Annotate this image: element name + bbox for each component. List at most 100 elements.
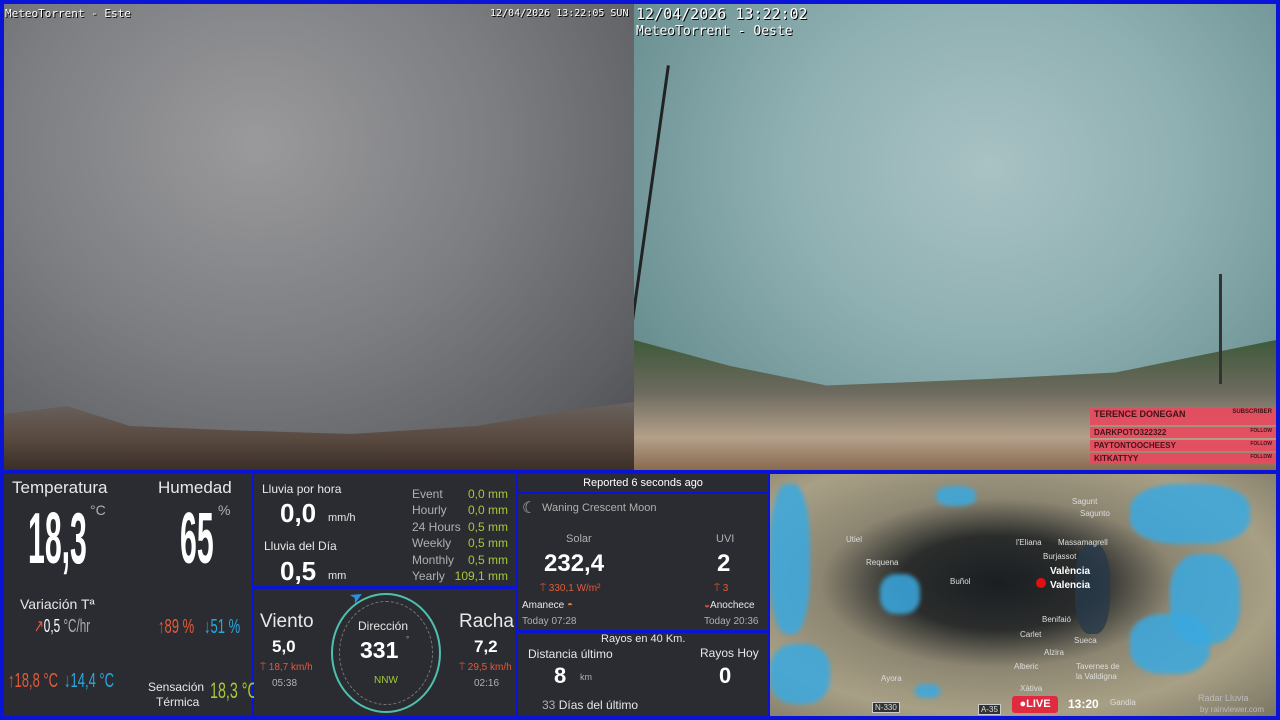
map-town-label: Massamagrell [1058,538,1108,547]
max-icon: ⍑ [459,662,465,673]
rain-stat-row: Hourly 0,0 mm [412,503,508,517]
map-town-label: Gandia [1110,698,1136,707]
lightning-title: Rayos en 40 Km. [601,633,686,645]
chat-username: PAYTONTOOCHEESY [1094,441,1176,450]
east-camera-timestamp: 12/04/2026 13:22:05 SUN [490,8,629,19]
direction-value: 331 [360,637,399,663]
weather-station-mast [1219,274,1222,384]
chat-entry: KITKATTYY FOLLOW [1090,453,1276,464]
radar-time: 13:20 [1068,697,1099,711]
rain-hour-unit: mm/h [328,512,356,524]
west-camera-feed [634,4,1276,470]
max-icon: ⍑ [714,583,720,594]
rain-cell [1130,484,1250,544]
lightning-distance-unit: km [580,672,592,682]
max-icon: ⍑ [260,662,266,673]
rain-panel: Lluvia por hora 0,0 mm/h Lluvia del Día … [254,474,516,586]
rain-day-unit: mm [328,570,347,582]
moon-phase: Waning Crescent Moon [542,502,657,514]
rain-hour-label: Lluvia por hora [262,482,342,496]
humidity-unit: % [218,502,231,518]
lightning-distance-label: Distancia último [528,647,613,661]
rain-hour-value: 0,0 [280,498,317,528]
rain-radar-map[interactable]: Sagunt Sagunto Utiel Requena l'Eliana Ma… [770,474,1276,716]
rain-cell [1130,614,1210,674]
chat-username: KITKATTYY [1094,454,1139,463]
wind-max: ⍑ 18,7 km/h [260,662,313,673]
sunrise-time: Today 07:28 [522,616,577,627]
map-town-label: Xàtiva [1020,684,1043,693]
wind-panel: Viento 5,0 ⍑ 18,7 km/h 05:38 ➤ Dirección… [254,587,516,716]
map-town-label: Alberic [1014,662,1039,671]
chat-tag: SUBSCRIBER [1232,409,1272,415]
live-badge: ●LIVE [1012,696,1058,713]
temperature-unit: °C [90,502,106,518]
map-town-label: Benifaió [1042,615,1071,624]
map-town-label: Alzira [1044,648,1065,657]
direction-unit: ° [406,635,410,644]
map-town-label: Carlet [1020,630,1042,639]
uvi-label: UVI [716,533,735,545]
rain-cell [915,684,940,698]
direction-label: Dirección [358,619,409,633]
rain-day-value: 0,5 [280,556,317,586]
map-town-label: Sagunt [1072,497,1098,506]
trend-icon: ↗ [34,616,44,636]
map-town-label: Sueca [1074,636,1097,645]
direction-cardinal: NNW [374,675,398,686]
arrow-down-icon: ↓ [64,670,71,692]
chat-entry: TERENCE DONEGAN SUBSCRIBER [1090,408,1276,425]
humidity-min: ↓51 % [204,616,241,638]
west-camera-label: MeteoTorrent - Oeste [636,24,793,39]
humidity-title: Humedad [158,478,232,497]
map-town-label: Buñol [950,577,971,586]
map-town-label: Tavernes de la Valldigna [1076,662,1120,681]
solar-value: 232,4 [544,550,605,577]
variation-reading: ↗0,5 °C/hr [34,616,91,636]
chat-entry: PAYTONTOOCHEESY FOLLOW [1090,440,1276,451]
map-town-label: Sagunto [1080,509,1110,518]
map-town-label: Valencia [1050,580,1091,591]
sunset-time: Today 20:36 [704,616,759,627]
wind-value: 5,0 [272,637,296,656]
live-dot-icon: ● [1019,698,1027,710]
map-town-label: A-35 [978,704,1001,715]
location-marker-icon[interactable] [1036,578,1046,588]
solar-label: Solar [566,533,592,545]
map-town-label: N-330 [872,702,900,713]
report-status: Reported 6 seconds ago [518,474,768,492]
lightning-today-label: Rayos Hoy [700,646,759,660]
temperature-max: ↑18,8 °C [8,670,59,692]
lightning-today-value: 0 [719,663,732,688]
east-camera-feed [4,4,634,470]
temperature-humidity-panel: Temperatura Humedad 18,3 °C 65 % Variaci… [4,474,258,716]
arrow-up-icon: ↑ [8,670,15,692]
feels-like-value: 18,3 °C [210,678,258,703]
rain-cell [880,574,920,614]
rain-stat-row: Monthly 0,5 mm [412,553,508,567]
sunrise-icon: ◓ [567,600,574,611]
map-town-label: Burjassot [1043,552,1077,561]
rain-stat-row: Weekly 0,5 mm [412,536,508,550]
feels-like-label-2: Térmica [156,695,200,709]
radar-credit-source: by rainviewer.com [1200,705,1265,714]
chat-username: TERENCE DONEGAN [1094,409,1186,419]
gust-max-time: 02:16 [474,678,500,689]
variation-label: Variación Tª [20,596,95,612]
compass-dial [331,593,441,713]
rain-stat-row: 24 Hours 0,5 mm [412,520,508,534]
sunset-icon: ◒ [704,600,711,611]
lightning-distance-value: 8 [554,663,567,688]
solar-max: ⍑ 330,1 W/m² [540,583,601,594]
east-camera-label: MeteoTorrent - Este [5,7,131,20]
solar-panel: ☾ Waning Crescent Moon Solar 232,4 ⍑ 330… [518,494,768,630]
temperature-title: Temperatura [12,478,108,497]
map-town-label: Ayora [881,674,902,683]
temperature-min: ↓14,4 °C [64,670,115,692]
sunset-label: ◒Anochece [704,600,755,611]
gust-label: Racha [459,611,514,632]
west-camera-timestamp: 12/04/2026 13:22:02 [636,5,808,23]
wind-label: Viento [260,611,314,632]
city-skyline [4,402,634,470]
chat-username: DARKPOTO322322 [1094,428,1167,437]
